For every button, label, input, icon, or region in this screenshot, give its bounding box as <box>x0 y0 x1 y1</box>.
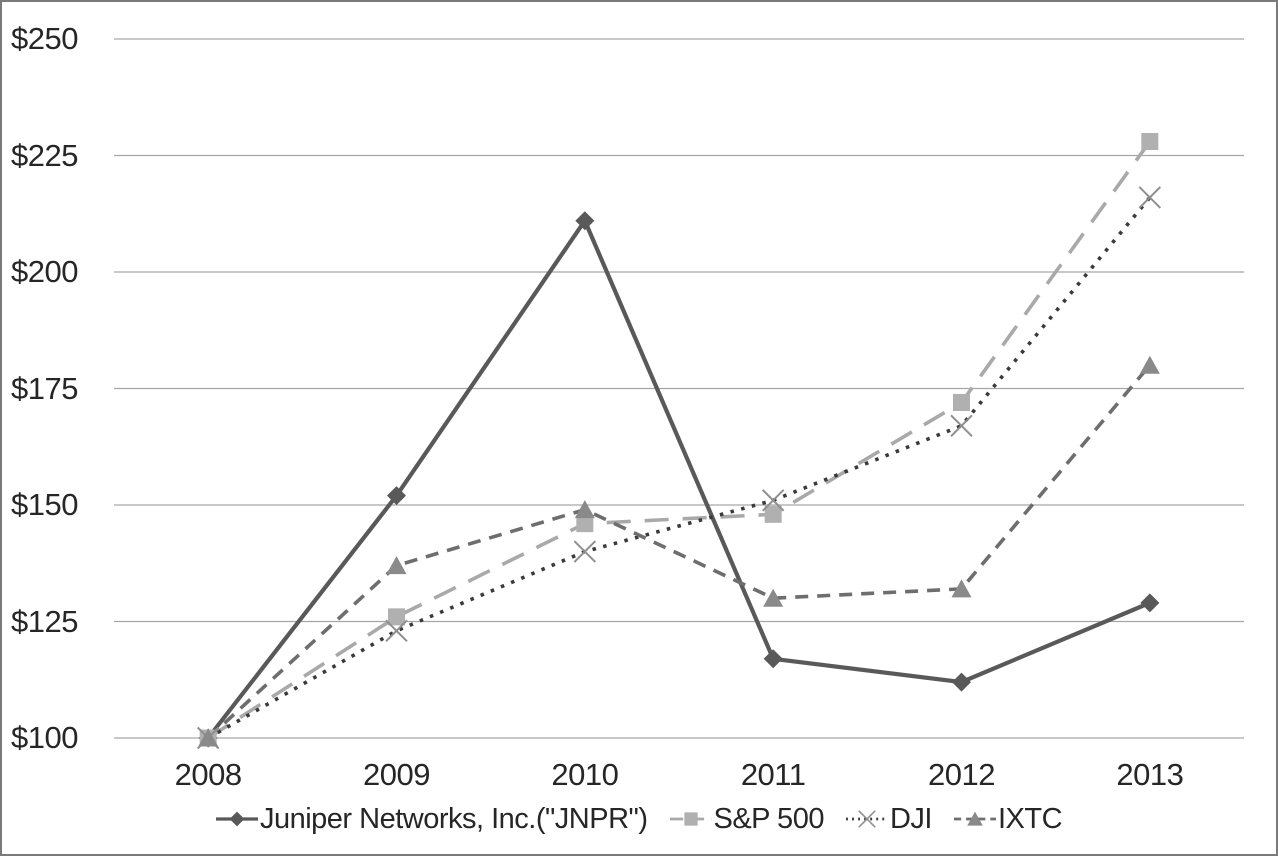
legend-item-jnpr: Juniper Networks, Inc.("JNPR") <box>215 802 648 836</box>
y-axis-label: $125 <box>11 603 78 639</box>
x-marker <box>761 489 785 512</box>
square-marker <box>388 608 405 626</box>
triangle-marker <box>386 556 407 575</box>
diamond-marker <box>1140 593 1160 613</box>
diamond-marker <box>387 486 406 506</box>
diamond-marker <box>952 672 971 692</box>
legend-x-icon <box>845 810 888 828</box>
legend-item-sp500: S&P 500 <box>669 802 825 836</box>
y-axis-label: $175 <box>11 370 78 406</box>
diamond-marker <box>575 211 595 231</box>
y-axis-label: $150 <box>11 487 78 522</box>
diamond-marker <box>229 811 245 827</box>
y-axis-label: $225 <box>11 137 78 173</box>
triangle-marker <box>198 728 219 747</box>
x-axis-label: 2013 <box>1116 757 1184 792</box>
square-marker <box>764 505 782 523</box>
square-marker <box>576 515 594 533</box>
legend-label-jnpr: Juniper Networks, Inc.("JNPR") <box>259 802 648 835</box>
series-line-dji <box>207 196 1152 740</box>
triangle-marker <box>574 500 595 519</box>
square-marker <box>683 812 698 826</box>
x-axis-label: 2008 <box>174 757 242 792</box>
triangle-marker <box>967 811 983 826</box>
y-axis-label: $100 <box>11 720 78 755</box>
y-axis-label: $250 <box>11 21 78 56</box>
series-line-ixtc <box>206 364 1152 740</box>
y-axis-label: $200 <box>11 254 78 289</box>
legend-item-dji: DJI <box>845 802 933 836</box>
x-axis-label: 2010 <box>551 757 619 792</box>
legend-label-sp500: S&P 500 <box>713 802 825 835</box>
x-marker <box>858 810 876 828</box>
series-line-sp500 <box>207 140 1152 740</box>
x-marker <box>950 414 973 437</box>
x-axis-label: 2011 <box>740 757 806 792</box>
x-marker <box>1138 186 1162 209</box>
square-marker <box>1141 133 1159 151</box>
x-marker <box>573 540 597 563</box>
series-line-jnpr <box>206 216 1151 740</box>
series-markers-jnpr <box>198 211 1160 748</box>
legend-triangle-icon <box>953 811 996 826</box>
legend-square-icon <box>669 812 712 826</box>
x-marker <box>385 619 408 643</box>
legend-item-ixtc: IXTC <box>953 802 1063 836</box>
triangle-marker <box>951 579 972 598</box>
x-axis-label: 2012 <box>928 757 995 792</box>
legend-label-ixtc: IXTC <box>997 802 1063 835</box>
series-markers-dji <box>196 186 1162 750</box>
legend: Juniper Networks, Inc.("JNPR") S&P 500 DJI… <box>2 796 1276 842</box>
series-markers-ixtc <box>198 355 1160 747</box>
triangle-marker <box>763 588 784 607</box>
legend-label-dji: DJI <box>889 802 933 835</box>
triangle-marker <box>1139 355 1160 374</box>
diamond-marker <box>763 649 783 669</box>
x-axis-label: 2009 <box>363 757 430 792</box>
square-marker <box>953 393 970 411</box>
legend-diamond-icon <box>215 811 258 827</box>
